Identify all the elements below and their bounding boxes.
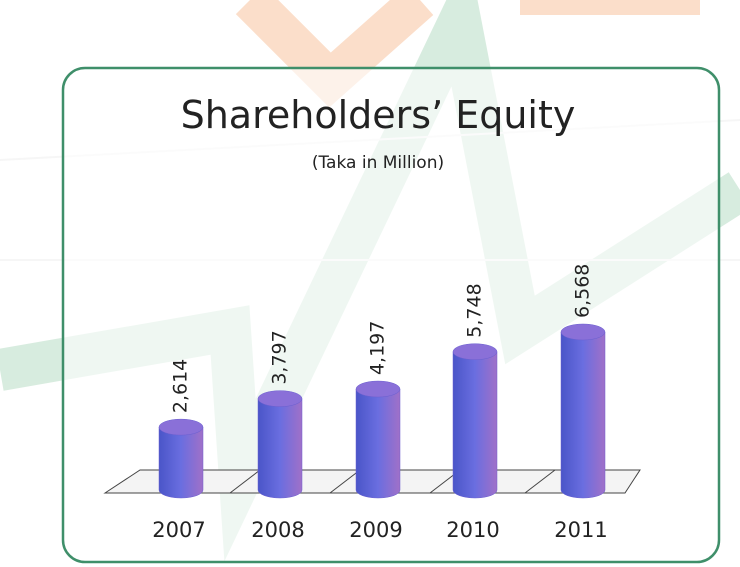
value-label: 5,748 [464, 283, 486, 337]
bar-top [355, 380, 401, 398]
value-label: 4,197 [367, 321, 389, 375]
x-tick-label: 2010 [446, 518, 499, 542]
x-tick-label: 2008 [251, 518, 304, 542]
value-label: 3,797 [269, 330, 291, 384]
bar-top [158, 418, 204, 436]
value-label: 6,568 [572, 264, 594, 318]
value-label: 2,614 [170, 359, 192, 413]
bar [452, 351, 498, 499]
bar [355, 388, 401, 499]
bar [560, 331, 606, 499]
x-tick-label: 2011 [554, 518, 607, 542]
bar-top [257, 390, 303, 407]
chart-title: Shareholders’ Equity [181, 93, 576, 137]
x-tick-label: 2007 [152, 518, 205, 542]
chart-subtitle: (Taka in Million) [312, 153, 444, 173]
frame [61, 66, 721, 564]
bar [257, 398, 303, 499]
x-tick-label: 2009 [349, 518, 402, 542]
bar-top [560, 323, 606, 341]
bar [158, 426, 204, 499]
bar-top [452, 343, 498, 360]
